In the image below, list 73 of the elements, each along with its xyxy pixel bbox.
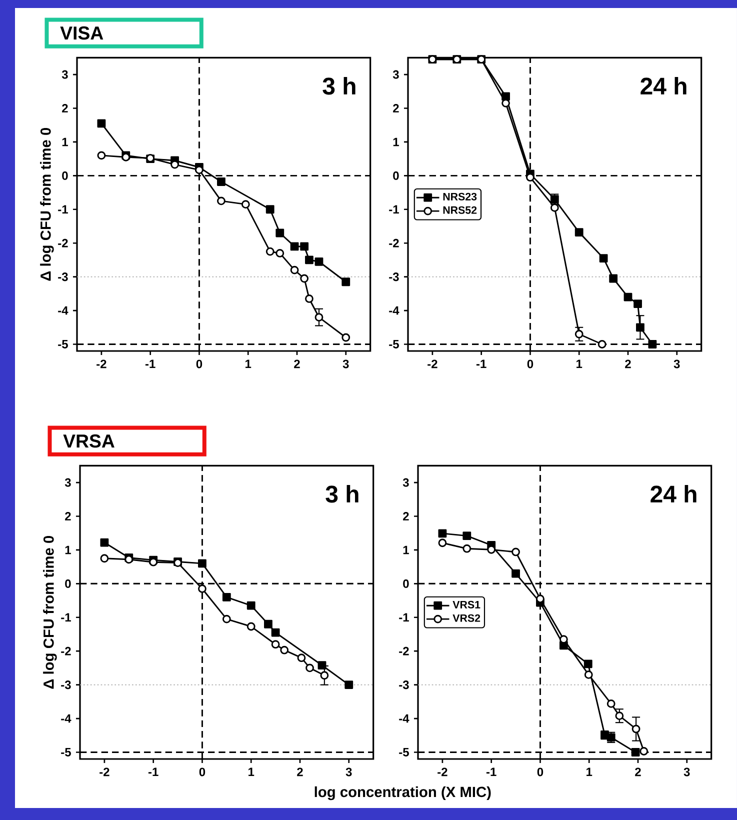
x-axis-title: log concentration (X MIC) [314,786,491,800]
y-tick-label: -5 [58,340,68,348]
x-tick-label: 0 [527,360,534,368]
x-tick-label: -2 [428,360,438,368]
y-tick-label: -4 [399,714,410,723]
y-tick-label: 3 [62,70,68,79]
y-tick-label: -3 [399,680,409,690]
y-tick-label: -2 [61,646,71,656]
x-tick-label: 0 [199,768,206,776]
y-tick-label: -5 [61,748,71,756]
y-tick-label: -5 [389,340,399,348]
legend-label: VRS2 [452,614,480,622]
y-tick-label: -1 [61,613,71,622]
x-tick-label: 3 [684,768,690,776]
x-tick-label: 1 [576,360,582,368]
chart-title: VRSA [63,434,114,448]
x-tick-label: 2 [635,768,641,776]
x-tick-label: 3 [342,360,349,368]
y-tick-label: -3 [58,272,68,282]
x-tick-label: -1 [486,768,496,776]
x-tick-label: 2 [294,360,300,368]
y-tick-label: 0 [393,171,399,180]
y-tick-label: -1 [389,205,399,214]
y-tick-label: 1 [65,546,71,554]
y-axis-title: Δ log CFU from time 0 [43,536,57,689]
y-tick-label: -1 [399,613,409,622]
text: 3 h [322,77,356,95]
y-tick-label: -1 [58,205,68,214]
x-tick-label: -2 [100,768,110,776]
y-tick-label: 1 [403,546,409,554]
y-tick-label: 3 [402,478,409,487]
y-tick-label: 2 [403,512,409,520]
x-tick-label: -1 [145,360,156,368]
y-tick-label: -3 [389,272,399,282]
y-tick-label: 1 [393,138,399,146]
y-tick-label: 2 [62,104,68,112]
y-tick-label: -4 [389,306,400,315]
x-tick-label: -2 [96,360,106,368]
y-tick-label: 2 [393,104,399,112]
y-tick-label: -4 [58,306,68,315]
y-tick-label: 0 [65,579,71,588]
x-tick-label: -2 [438,768,448,776]
y-tick-label: 1 [62,138,68,146]
legend-label: NRS52 [443,206,477,214]
x-tick-label: 0 [196,360,202,368]
y-tick-label: -2 [58,238,68,248]
text: 24 h [640,77,686,94]
x-tick-label: 2 [297,768,303,776]
y-tick-label: 2 [65,512,71,520]
x-tick-label: -1 [476,360,486,368]
y-tick-label: -3 [61,680,71,690]
chart-title: VISA [60,26,104,40]
x-tick-label: 1 [586,768,592,776]
y-tick-label: 0 [403,579,409,588]
y-tick-label: -2 [389,238,399,248]
y-tick-label: 0 [62,171,68,180]
y-tick-label: -5 [399,748,409,756]
legend-label: VRS1 [452,600,480,608]
y-tick-label: -4 [61,714,72,723]
y-tick-label: 3 [392,70,399,79]
x-tick-label: -1 [148,768,158,776]
y-axis-title: Δ log CFU from time 0 [40,128,54,281]
x-tick-label: 1 [246,360,252,368]
y-tick-label: 3 [64,478,71,487]
x-tick-label: 0 [537,768,544,776]
x-tick-label: 3 [346,768,352,776]
x-tick-label: 3 [674,360,680,368]
y-tick-label: -2 [399,646,409,656]
x-tick-label: 2 [625,360,631,368]
legend-label: NRS23 [443,192,477,200]
text: 3 h [326,485,358,503]
text: 24 h [650,485,696,502]
x-tick-label: 1 [248,768,254,776]
